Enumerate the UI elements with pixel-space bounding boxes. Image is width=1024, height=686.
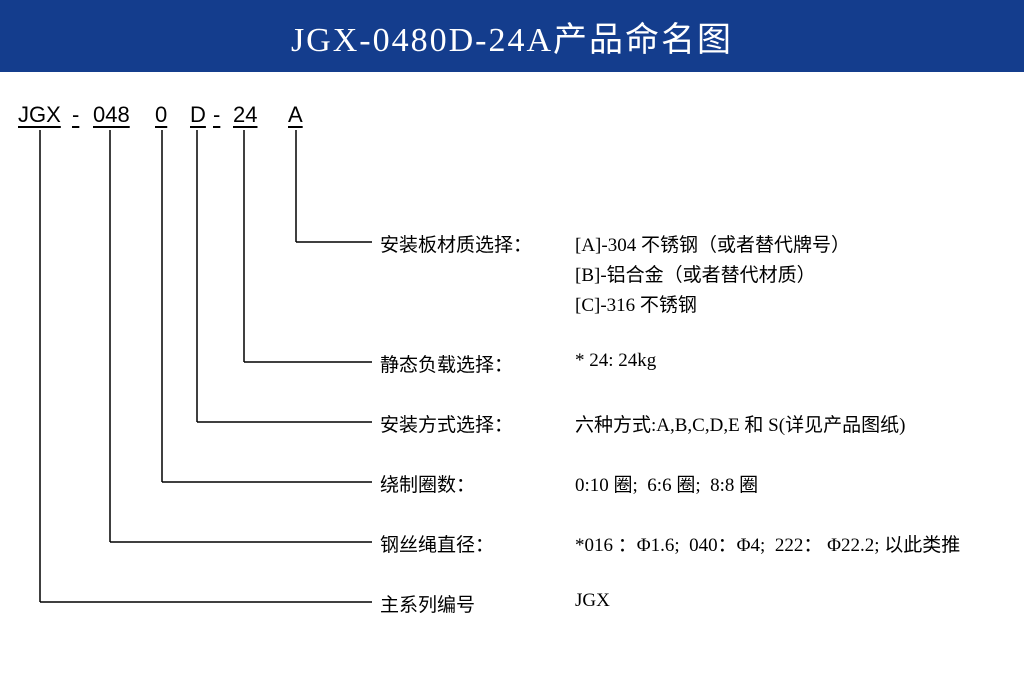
row-label-0: 安装板材质选择：	[380, 230, 532, 257]
row-label-4: 钢丝绳直径：	[380, 530, 494, 557]
code-segment-5: -	[213, 102, 220, 128]
row-value-0-0: [A]-304 不锈钢（或者替代牌号）	[575, 230, 850, 257]
row-label-5: 主系列编号	[380, 590, 475, 617]
code-segment-1: -	[72, 102, 79, 128]
code-segment-7: A	[288, 102, 303, 128]
row-value-3-0: 0:10 圈; 6:6 圈; 8:8 圈	[575, 470, 758, 497]
code-segment-6: 24	[233, 102, 257, 128]
code-segment-2: 048	[93, 102, 130, 128]
row-label-2: 安装方式选择：	[380, 410, 513, 437]
row-value-4-0: *016 ：Φ1.6; 040：Φ4; 222： Φ22.2; 以此类推	[575, 530, 960, 557]
row-value-2-0: 六种方式:A,B,C,D,E 和 S(详见产品图纸)	[575, 410, 905, 437]
row-value-0-1: [B]-铝合金（或者替代材质）	[575, 260, 816, 287]
row-value-1-0: * 24: 24kg	[575, 350, 656, 372]
row-label-1: 静态负载选择：	[380, 350, 513, 377]
code-segment-4: D	[190, 102, 206, 128]
row-value-5-0: JGX	[575, 590, 610, 612]
row-label-3: 绕制圈数：	[380, 470, 475, 497]
page-title: JGX-0480D-24A产品命名图	[291, 12, 733, 61]
code-segment-3: 0	[155, 102, 167, 128]
row-value-0-2: [C]-316 不锈钢	[575, 290, 697, 317]
code-segment-0: JGX	[18, 102, 61, 128]
connector-lines	[0, 72, 1024, 686]
header-bar: JGX-0480D-24A产品命名图	[0, 0, 1024, 72]
diagram-content: JGX-0480D-24A安装板材质选择：[A]-304 不锈钢（或者替代牌号）…	[0, 72, 1024, 686]
